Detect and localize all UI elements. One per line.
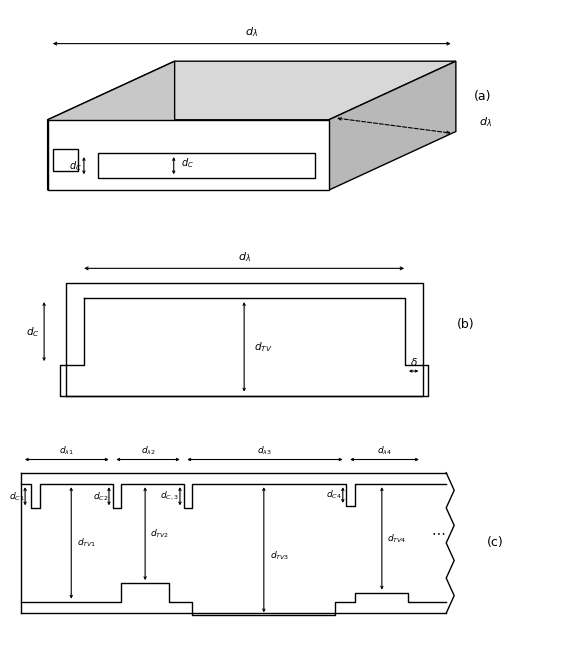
- Text: $d_{\lambda}$: $d_{\lambda}$: [246, 25, 258, 39]
- Text: $d_{TV3}$: $d_{TV3}$: [270, 549, 290, 562]
- Text: $d_{C}$: $d_{C}$: [26, 325, 39, 339]
- Text: $d_{\lambda 1}$: $d_{\lambda 1}$: [60, 444, 74, 456]
- Polygon shape: [48, 61, 175, 190]
- Text: $d_{C,3}$: $d_{C,3}$: [160, 490, 179, 503]
- Text: $d_{C1}$: $d_{C1}$: [9, 490, 24, 503]
- Text: $d_{C}$: $d_{C}$: [180, 156, 193, 170]
- Polygon shape: [53, 149, 78, 171]
- Polygon shape: [98, 153, 315, 178]
- Text: $d_{C4}$: $d_{C4}$: [326, 489, 342, 501]
- Text: $d_{\lambda 2}$: $d_{\lambda 2}$: [141, 444, 155, 456]
- Text: $d_{TV2}$: $d_{TV2}$: [150, 527, 169, 540]
- Text: (b): (b): [457, 318, 475, 331]
- Text: $d_{TV4}$: $d_{TV4}$: [387, 532, 407, 545]
- Text: $d_{\lambda}$: $d_{\lambda}$: [479, 115, 492, 129]
- Text: $d_{C2}$: $d_{C2}$: [92, 490, 108, 503]
- Text: $d_{\lambda}$: $d_{\lambda}$: [238, 251, 251, 264]
- Polygon shape: [48, 61, 456, 120]
- Text: $d_{TV1}$: $d_{TV1}$: [77, 536, 96, 549]
- Polygon shape: [48, 120, 329, 190]
- Text: $d_{\lambda 4}$: $d_{\lambda 4}$: [376, 444, 392, 456]
- Text: (c): (c): [486, 536, 503, 549]
- Text: $d_{TV}$: $d_{TV}$: [253, 340, 272, 354]
- Text: (a): (a): [475, 90, 492, 103]
- Text: $d_{C}$: $d_{C}$: [69, 159, 82, 173]
- Polygon shape: [329, 61, 456, 190]
- Text: $\cdots$: $\cdots$: [431, 525, 445, 540]
- Text: $d_{\lambda 3}$: $d_{\lambda 3}$: [257, 444, 272, 456]
- Text: $\delta$: $\delta$: [410, 357, 418, 368]
